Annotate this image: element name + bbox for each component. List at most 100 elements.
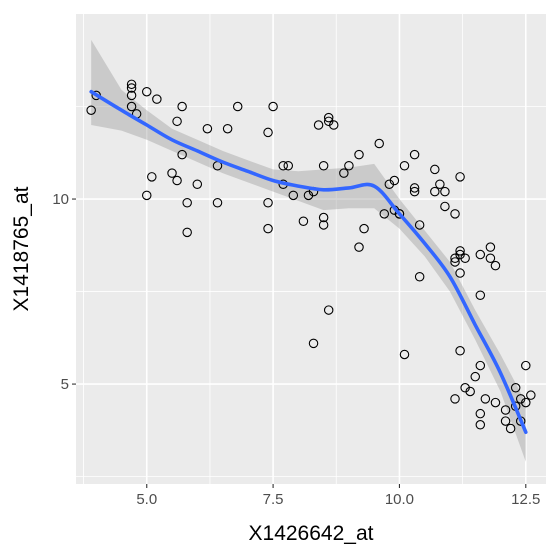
data-point <box>142 190 152 201</box>
minor-gridlines <box>76 14 546 484</box>
data-point <box>440 201 450 212</box>
data-point <box>318 160 329 171</box>
data-point <box>414 220 425 230</box>
y-axis-title: X1418765_at <box>10 186 33 311</box>
x-tick-label: 7.5 <box>263 491 284 508</box>
data-point <box>192 179 203 189</box>
data-point <box>232 101 243 112</box>
data-point <box>177 101 187 112</box>
data-point <box>414 272 425 282</box>
data-point <box>202 123 213 134</box>
plot-panel <box>76 14 546 484</box>
data-point <box>440 186 450 197</box>
data-point <box>126 83 137 93</box>
data-point <box>490 260 501 271</box>
data-point <box>430 186 440 197</box>
data-point <box>409 149 420 160</box>
confidence-band-layer <box>91 39 526 462</box>
data-point <box>359 223 369 234</box>
data-point <box>323 112 334 123</box>
y-tick-label: 10 <box>52 191 69 208</box>
data-point <box>344 160 354 171</box>
data-point <box>399 349 410 360</box>
data-point <box>268 101 278 112</box>
y-axis: 5 10 <box>52 191 76 393</box>
data-point <box>318 220 329 230</box>
data-point <box>409 183 420 193</box>
data-point <box>435 179 445 189</box>
data-point <box>308 338 319 349</box>
data-point <box>126 101 137 112</box>
data-point <box>389 175 400 186</box>
data-point <box>399 160 410 171</box>
data-point <box>500 405 511 415</box>
data-point <box>394 209 405 219</box>
data-point <box>500 416 511 426</box>
data-point <box>328 120 339 130</box>
data-point <box>455 268 465 278</box>
confidence-band <box>91 39 526 462</box>
data-point <box>182 197 192 208</box>
smooth-trend-line <box>89 89 528 434</box>
data-point <box>142 86 152 97</box>
data-point <box>475 249 486 260</box>
data-point <box>354 149 364 160</box>
data-point <box>172 175 182 186</box>
data-point <box>455 246 465 256</box>
major-gridlines <box>76 14 546 484</box>
data-point <box>475 290 486 301</box>
data-point <box>126 90 137 101</box>
data-point <box>409 186 420 197</box>
data-point <box>450 394 460 404</box>
data-point <box>374 138 384 149</box>
data-point <box>263 197 273 208</box>
data-point <box>288 190 299 201</box>
data-point <box>521 360 531 371</box>
data-point <box>480 394 491 404</box>
data-point <box>212 197 223 208</box>
data-point <box>147 172 157 182</box>
data-point <box>313 120 324 130</box>
x-tick-label: 12.5 <box>511 491 540 508</box>
data-point <box>222 123 233 134</box>
smooth-line-layer <box>89 89 528 434</box>
data-point <box>263 223 273 234</box>
data-points-layer <box>86 79 536 434</box>
data-point <box>505 423 516 434</box>
data-point <box>470 371 480 382</box>
data-point <box>510 383 521 393</box>
data-point <box>172 116 182 127</box>
data-point <box>430 164 440 175</box>
data-point <box>455 172 465 182</box>
data-point <box>354 242 364 252</box>
data-point <box>521 397 531 408</box>
data-point <box>475 420 486 430</box>
data-point <box>152 94 162 104</box>
data-point <box>167 168 177 178</box>
data-point <box>283 160 294 171</box>
data-point <box>485 253 496 264</box>
data-point <box>126 79 137 90</box>
x-tick-label: 10.0 <box>385 491 414 508</box>
data-point <box>460 253 470 264</box>
data-point <box>485 242 496 252</box>
data-point <box>450 209 460 219</box>
data-point <box>182 227 192 238</box>
data-point <box>475 408 486 419</box>
data-point <box>278 160 288 171</box>
y-tick-label: 5 <box>61 376 69 393</box>
data-point <box>177 149 187 160</box>
data-point <box>465 386 475 397</box>
data-point <box>86 105 96 115</box>
data-point <box>339 168 349 178</box>
data-point <box>450 257 460 267</box>
data-point <box>455 346 465 356</box>
data-point <box>526 390 536 400</box>
x-axis-title: X1426642_at <box>249 522 374 545</box>
data-point <box>475 360 486 371</box>
data-point <box>323 305 334 315</box>
x-axis: 5.0 7.5 10.0 12.5 <box>136 484 540 508</box>
x-tick-label: 5.0 <box>136 491 157 508</box>
data-point <box>318 212 329 223</box>
data-point <box>379 209 390 219</box>
